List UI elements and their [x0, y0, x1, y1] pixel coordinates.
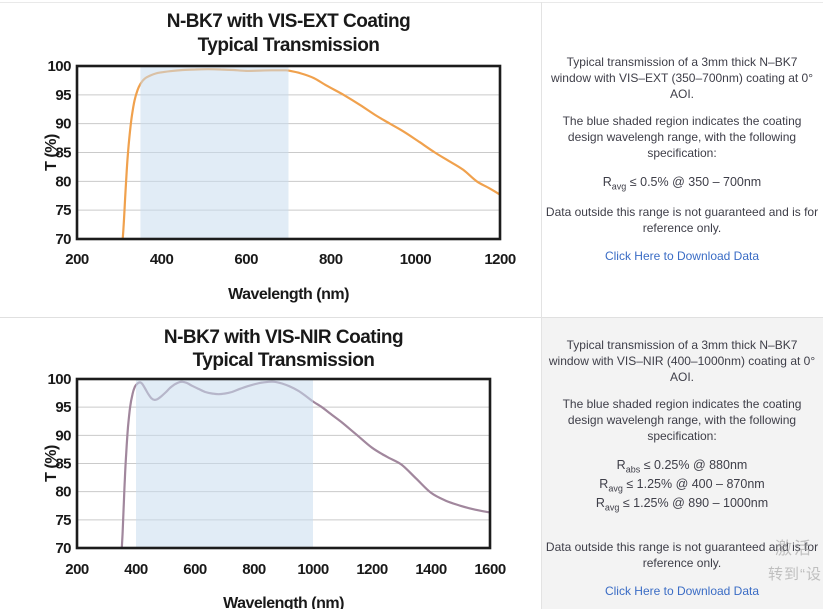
panel-paragraph: Data outside this range is not guarantee…: [545, 540, 819, 571]
spec-line: Ravg ≤ 0.5% @ 350 – 700nm: [602, 174, 762, 192]
svg-text:75: 75: [55, 202, 71, 219]
svg-text:90: 90: [55, 427, 71, 444]
spec-lines: Ravg ≤ 0.5% @ 350 – 700nm: [545, 174, 819, 193]
svg-text:95: 95: [55, 399, 71, 416]
design-range-shade: [136, 379, 313, 548]
horizontal-divider: [0, 317, 823, 318]
chart-cell-vis-nir: N-BK7 with VIS-NIR Coating Typical Transm…: [0, 318, 541, 609]
svg-text:100: 100: [47, 58, 71, 75]
svg-text:200: 200: [65, 251, 89, 268]
spec-line: Rabs ≤ 0.25% @ 880nm: [616, 457, 748, 475]
svg-text:80: 80: [55, 173, 71, 190]
svg-text:1000: 1000: [297, 561, 329, 578]
spec-line: Ravg ≤ 1.25% @ 400 – 870nm: [599, 477, 765, 494]
svg-text:85: 85: [55, 145, 71, 162]
svg-text:Typical Transmission: Typical Transmission: [193, 350, 375, 371]
spec-lines: Rabs ≤ 0.25% @ 880nm Ravg ≤ 1.25% @ 400 –…: [545, 457, 819, 514]
svg-text:800: 800: [242, 561, 266, 578]
svg-text:75: 75: [55, 512, 71, 529]
svg-text:Typical Transmission: Typical Transmission: [198, 35, 380, 56]
download-data-link[interactable]: Click Here to Download Data: [604, 248, 760, 263]
plot-border: [75, 377, 492, 550]
svg-text:Wavelength (nm): Wavelength (nm): [223, 595, 344, 609]
panel-paragraph: Data outside this range is not guarantee…: [545, 205, 819, 235]
panel-paragraph: Typical transmission of a 3mm thick N–BK…: [548, 338, 816, 384]
panel-paragraph: The blue shaded region indicates the coa…: [562, 397, 802, 444]
plot-border: [75, 64, 502, 241]
svg-text:400: 400: [124, 561, 148, 578]
section-vis-nir: N-BK7 with VIS-NIR Coating Typical Transm…: [0, 318, 823, 609]
panel-vis-ext: Typical transmission of a 3mm thick N–BK…: [541, 3, 823, 317]
design-range-shade: [140, 66, 289, 239]
vertical-divider: [541, 2, 542, 609]
svg-text:600: 600: [183, 561, 207, 578]
svg-text:N-BK7 with VIS-NIR Coating: N-BK7 with VIS-NIR Coating: [164, 327, 403, 348]
svg-text:N-BK7 with VIS-EXT Coating: N-BK7 with VIS-EXT Coating: [167, 11, 411, 32]
chart-cell-vis-ext: N-BK7 with VIS-EXT Coating Typical Transm…: [0, 3, 541, 317]
transmission-chart-vis-ext: N-BK7 with VIS-EXT Coating Typical Transm…: [43, 11, 516, 303]
svg-text:T (%): T (%): [43, 134, 60, 171]
svg-text:70: 70: [55, 540, 71, 557]
section-vis-ext: N-BK7 with VIS-EXT Coating Typical Transm…: [0, 3, 823, 317]
panel-vis-nir: Typical transmission of a 3mm thick N–BK…: [541, 318, 823, 609]
top-hairline: [0, 2, 823, 3]
svg-text:95: 95: [55, 87, 71, 104]
svg-text:70: 70: [55, 231, 71, 248]
download-data-link[interactable]: Click Here to Download Data: [604, 583, 760, 598]
spec-line: Ravg ≤ 1.25% @ 890 – 1000nm: [595, 496, 769, 513]
svg-text:85: 85: [55, 456, 71, 473]
panel-paragraph: Typical transmission of a 3mm thick N–BK…: [550, 55, 814, 101]
svg-text:200: 200: [65, 561, 89, 578]
svg-text:1400: 1400: [415, 561, 447, 578]
svg-text:90: 90: [55, 116, 71, 133]
svg-text:800: 800: [319, 251, 343, 268]
svg-text:1200: 1200: [356, 561, 388, 578]
svg-text:600: 600: [234, 251, 258, 268]
svg-text:1600: 1600: [474, 561, 506, 578]
svg-text:400: 400: [150, 251, 174, 268]
panel-paragraph: The blue shaded region indicates the coa…: [562, 114, 802, 161]
svg-text:80: 80: [55, 484, 71, 501]
svg-text:Wavelength (nm): Wavelength (nm): [228, 286, 349, 303]
svg-text:1200: 1200: [484, 251, 516, 268]
svg-text:1000: 1000: [400, 251, 432, 268]
svg-text:100: 100: [47, 371, 71, 388]
svg-text:T (%): T (%): [43, 445, 60, 482]
